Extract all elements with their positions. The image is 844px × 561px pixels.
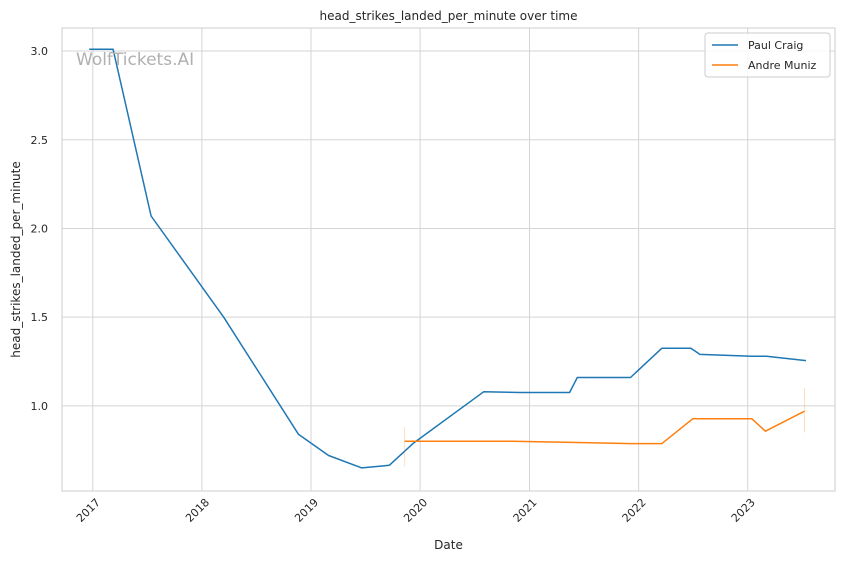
y-tick-label: 1.0 [31, 400, 49, 413]
y-axis-label: head_strikes_landed_per_minute [9, 161, 23, 358]
y-tick-label: 1.5 [31, 311, 49, 324]
plot-area [61, 27, 836, 492]
x-tick-label: 2022 [620, 496, 649, 525]
x-tick-label: 2018 [183, 496, 212, 525]
legend-entry-label: Andre Muniz [748, 59, 817, 72]
series-line-andre-muniz [404, 410, 805, 445]
chart-series [89, 48, 807, 469]
legend-box [704, 32, 831, 78]
chart-title: head_strikes_landed_per_minute over time [319, 9, 577, 23]
x-tick-label: 2020 [401, 496, 430, 525]
legend-entry-label: Paul Craig [748, 39, 803, 52]
x-axis-label: Date [434, 538, 463, 552]
watermark-text: WolfTickets.AI [76, 50, 194, 70]
x-tick-label: 2023 [729, 496, 758, 525]
y-tick-label: 2.0 [31, 222, 49, 235]
y-tick-label: 2.5 [31, 134, 49, 147]
y-tick-label: 3.0 [31, 45, 49, 58]
x-tick-label: 2019 [292, 496, 321, 525]
legend: Paul Craig Andre Muniz [704, 32, 831, 78]
x-axis-ticks: 2017 2018 2019 2020 2021 2022 2023 [74, 496, 758, 525]
x-tick-label: 2021 [511, 496, 540, 525]
series-line-paul-craig [89, 48, 807, 469]
y-axis-ticks: 1.0 1.5 2.0 2.5 3.0 [31, 45, 49, 413]
x-tick-label: 2017 [74, 496, 103, 525]
grid-lines [62, 28, 835, 491]
